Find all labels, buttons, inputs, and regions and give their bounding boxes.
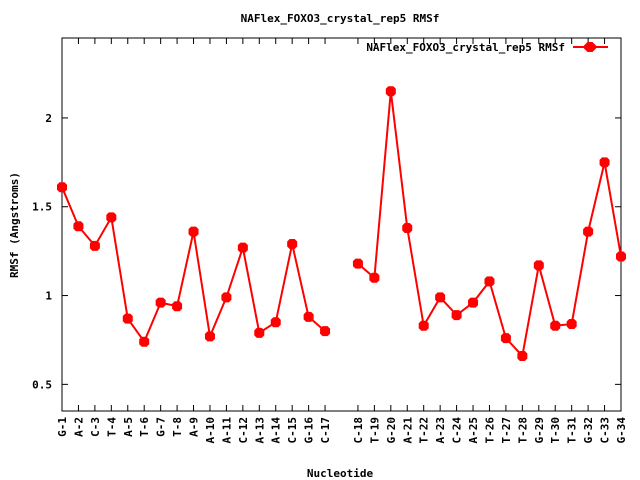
data-point [599,157,610,168]
x-tick-label: G-29 [533,417,546,444]
axis-ticks [61,38,622,411]
x-tick-label: A-10 [204,417,217,444]
data-point [237,242,248,253]
x-tick-label: G-7 [155,417,168,437]
data-point [418,320,429,331]
data-point [172,301,183,312]
data-point [106,212,117,223]
data-point [451,310,462,321]
legend: NAFlex_FOXO3_crystal_rep5 RMSf [366,41,608,54]
data-point [500,333,511,344]
x-tick-label: C-12 [237,417,250,444]
data-point [484,276,495,287]
x-tick-label: C-33 [599,417,612,444]
legend-marker-sample [584,42,596,52]
series-line-segment [357,91,622,359]
x-tick-label: T-28 [516,417,529,444]
data-point [73,221,84,232]
legend-label: NAFlex_FOXO3_crystal_rep5 RMSf [366,41,565,54]
plot-frame [61,37,622,412]
x-tick-label: A-23 [434,417,447,444]
data-point [287,239,298,250]
data-point [139,336,150,347]
data-point [616,251,626,262]
x-tick-label: C-24 [451,417,464,444]
data-point [435,292,446,303]
y-tick-label: 2 [45,112,52,125]
y-tick-label: 1.5 [32,201,52,214]
data-point [533,260,544,271]
series-points [57,86,626,361]
x-tick-label: T-22 [418,417,431,444]
x-tick-label: T-31 [566,417,579,444]
data-point [385,86,396,97]
data-point [402,223,413,234]
data-point [320,326,331,337]
x-tick-label: A-2 [72,417,85,437]
data-point [221,292,232,303]
data-point [550,320,561,331]
x-tick-label: G-16 [303,417,316,444]
x-tick-labels: G-1 A-2 C-3 T-4 A-5 T-6 G-7 T-8 A-9 A-10 A-11 C-12 A… [56,417,628,444]
data-point [517,350,528,361]
x-tick-label: C-15 [286,417,299,444]
x-tick-label: T-4 [105,417,118,437]
x-axis-label: Nucleotide [307,467,374,480]
data-point [566,318,577,329]
data-point [369,272,380,283]
data-point [254,327,265,338]
y-tick-label: 1 [45,290,52,303]
data-point [204,331,215,342]
x-tick-label: A-25 [467,417,480,444]
data-point [57,182,67,193]
x-tick-label: A-5 [122,417,135,437]
x-tick-label: A-21 [401,417,414,444]
data-point [122,313,133,324]
x-tick-label: T-26 [483,417,496,444]
x-tick-label: T-19 [368,417,381,444]
x-tick-label: T-30 [549,417,562,444]
data-point [352,258,363,269]
x-tick-label: T-27 [500,417,513,444]
x-tick-label: G-20 [385,417,398,444]
x-tick-label: T-8 [171,417,184,437]
chart-title: NAFlex_FOXO3_crystal_rep5 RMSf [241,12,440,25]
data-point [188,226,199,237]
x-tick-label: A-9 [188,417,201,437]
data-point [89,240,100,251]
y-tick-labels: 0.5 1 1.5 2 [32,112,52,391]
data-point [303,311,314,322]
x-tick-label: A-13 [253,417,266,444]
x-tick-label: G-1 [56,417,69,437]
y-axis-label: RMSf (Angstroms) [8,172,21,278]
series-line-segment [61,186,326,344]
x-tick-label: C-3 [89,417,102,437]
series-lines [61,91,622,359]
y-tick-label: 0.5 [32,378,52,391]
data-point [468,297,479,308]
x-tick-label: G-32 [582,417,595,444]
data-point [270,317,281,328]
data-point [583,226,594,237]
data-point [155,297,166,308]
x-tick-label: G-34 [615,417,628,444]
x-tick-label: C-18 [352,417,365,444]
x-tick-label: C-17 [319,417,332,444]
x-tick-label: A-11 [220,417,233,444]
x-tick-label: T-6 [138,417,151,437]
x-tick-label: A-14 [270,417,283,444]
